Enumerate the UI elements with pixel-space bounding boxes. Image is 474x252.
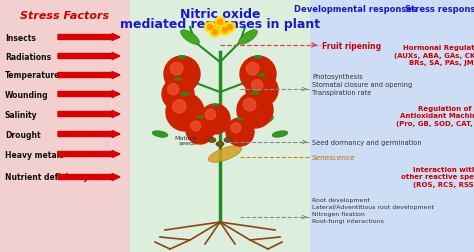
Circle shape: [162, 79, 194, 111]
Circle shape: [173, 100, 186, 113]
Circle shape: [218, 20, 222, 25]
Text: Drought: Drought: [5, 130, 41, 139]
Text: Salinity: Salinity: [5, 110, 37, 119]
Ellipse shape: [152, 131, 168, 138]
Circle shape: [225, 23, 235, 33]
Circle shape: [210, 28, 220, 38]
Circle shape: [200, 105, 230, 135]
Circle shape: [164, 57, 200, 93]
Text: Seed dormancy and germination: Seed dormancy and germination: [312, 139, 422, 145]
Text: Interaction with
other reactive species
(ROS, RCS, RSS): Interaction with other reactive species …: [401, 166, 474, 187]
Circle shape: [252, 80, 263, 91]
FancyArrow shape: [58, 111, 120, 118]
Ellipse shape: [250, 92, 259, 96]
Circle shape: [220, 26, 230, 36]
Circle shape: [208, 25, 212, 30]
Text: mediated responses in plant: mediated responses in plant: [120, 18, 320, 31]
Text: Nutrient deficiency: Nutrient deficiency: [5, 173, 88, 182]
Ellipse shape: [166, 116, 183, 125]
Circle shape: [231, 123, 241, 133]
FancyArrow shape: [58, 72, 120, 79]
Circle shape: [222, 28, 228, 33]
Ellipse shape: [208, 138, 216, 143]
Circle shape: [246, 75, 278, 107]
Circle shape: [212, 30, 218, 35]
Circle shape: [166, 94, 204, 132]
Circle shape: [168, 84, 179, 96]
Circle shape: [191, 121, 201, 131]
Text: Senescence: Senescence: [312, 154, 356, 160]
Ellipse shape: [197, 116, 203, 119]
Text: Radiations: Radiations: [5, 52, 51, 61]
Text: Photosynthesis
Stomatal closure and opening
Transpiration rate: Photosynthesis Stomatal closure and open…: [312, 73, 412, 96]
Circle shape: [243, 99, 256, 111]
Text: Developmental responses: Developmental responses: [293, 5, 417, 14]
Ellipse shape: [180, 93, 190, 97]
Text: Temperature: Temperature: [5, 71, 60, 80]
Circle shape: [215, 18, 225, 28]
FancyArrow shape: [58, 91, 120, 98]
Text: Nitric oxide: Nitric oxide: [180, 8, 260, 21]
Text: Insects: Insects: [5, 33, 36, 42]
FancyArrow shape: [58, 34, 120, 41]
FancyArrow shape: [58, 174, 120, 181]
Text: Wounding: Wounding: [5, 90, 49, 99]
Circle shape: [205, 23, 215, 33]
Text: Regulation of
Antioxidant Machinery
(Pro, GB, SOD, CAT, POX): Regulation of Antioxidant Machinery (Pro…: [396, 105, 474, 127]
Text: Heavy metals: Heavy metals: [5, 150, 64, 159]
Circle shape: [237, 93, 273, 129]
Circle shape: [205, 110, 216, 120]
Ellipse shape: [258, 74, 266, 77]
Circle shape: [228, 25, 233, 30]
Ellipse shape: [166, 69, 184, 80]
Ellipse shape: [237, 118, 244, 121]
Text: Mature
seeds: Mature seeds: [175, 135, 197, 146]
Ellipse shape: [224, 138, 232, 143]
FancyArrow shape: [58, 151, 120, 158]
Circle shape: [170, 63, 183, 76]
Text: Fruit ripening: Fruit ripening: [322, 41, 381, 50]
Ellipse shape: [209, 146, 242, 163]
Ellipse shape: [251, 84, 269, 92]
Ellipse shape: [177, 56, 186, 59]
Bar: [130, 0, 310, 252]
Text: Stress responses: Stress responses: [405, 5, 474, 14]
FancyArrow shape: [58, 53, 120, 60]
Circle shape: [240, 57, 276, 93]
Ellipse shape: [256, 116, 273, 125]
Ellipse shape: [256, 69, 274, 80]
Ellipse shape: [238, 30, 257, 45]
Bar: [0, 0, 130, 252]
Ellipse shape: [254, 56, 263, 59]
Ellipse shape: [216, 142, 224, 147]
Text: Root development
Lateral/Adventitious root development
Nitrogen fixation
Root-fu: Root development Lateral/Adventitious ro…: [312, 197, 434, 223]
Bar: [310, 0, 474, 252]
Text: Stress Factors: Stress Factors: [20, 11, 109, 21]
Circle shape: [186, 116, 214, 144]
Text: Hormonal Regulation
(AUXs, ABA, GAs, CKs, ET,
BRs, SA, PAs, JMs): Hormonal Regulation (AUXs, ABA, GAs, CKs…: [394, 45, 474, 66]
Ellipse shape: [181, 30, 200, 45]
Circle shape: [246, 63, 259, 76]
Ellipse shape: [211, 104, 219, 107]
Ellipse shape: [174, 78, 182, 81]
Circle shape: [226, 118, 254, 146]
Ellipse shape: [272, 131, 288, 138]
Ellipse shape: [171, 84, 189, 92]
FancyArrow shape: [58, 131, 120, 138]
